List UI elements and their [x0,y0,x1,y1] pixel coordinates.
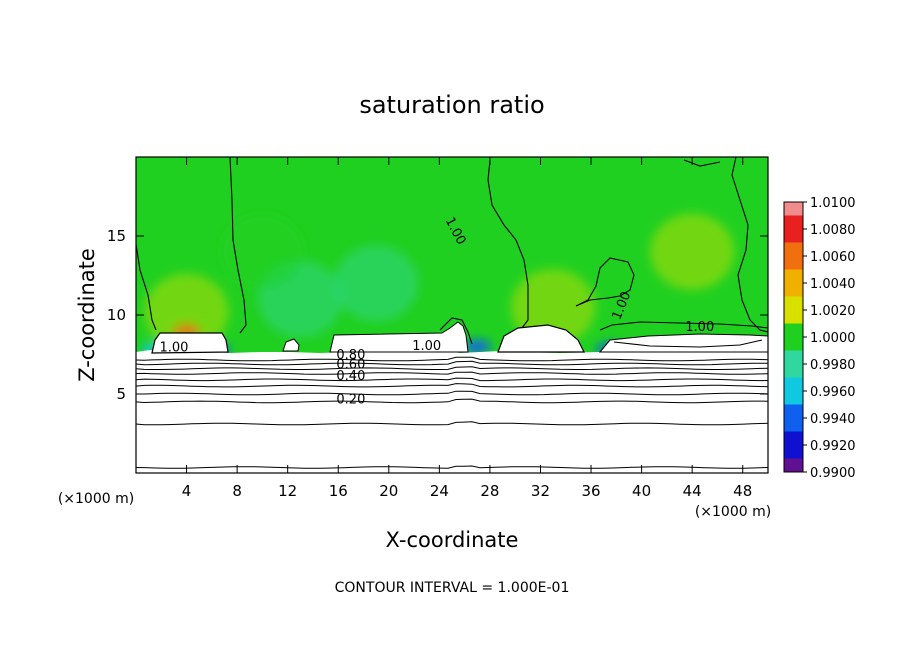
contour-line-d [731,157,768,333]
contour-line-4 [136,383,768,388]
x-tick-label: 48 [733,482,752,500]
colorbar-swatch [784,458,803,472]
dry-pad-center-left [329,321,469,353]
contour-line-e [575,257,635,307]
contour-line-6 [136,371,768,375]
contour-line-5 [136,377,768,382]
contour-line-0 [136,465,768,469]
colorbar-tick-label: 0.9920 [810,439,856,454]
x-tick-label: 8 [232,482,242,500]
colorbar-tick-label: 1.0060 [810,250,856,265]
colorbar-swatch [784,310,803,324]
x-tick-label: 32 [531,482,550,500]
contour-lines [136,356,768,469]
x-tick-label: 40 [632,482,651,500]
colorbar-swatch [784,256,803,270]
contour-line-9 [136,356,768,362]
contour-line-g [613,339,763,348]
contour-label: 1.00 [159,340,188,355]
contour-line-h [439,317,473,345]
contour-line-b [229,157,247,334]
x-axis-label: X-coordinate [386,528,519,552]
field-blob-0 [144,273,229,350]
contour-1-00-lines [136,157,768,348]
colorbar-swatch [784,431,803,445]
colorbar-swatch [784,229,803,243]
y-tick-label: 15 [107,227,126,245]
contour-line-i [683,159,721,167]
x-tick-label: 28 [480,482,499,500]
colorbar-swatch [784,269,803,283]
colorbar-swatch [784,350,803,364]
colorbar-tick-label: 1.0100 [810,196,856,211]
x-unit-right: (×1000 m) [695,504,771,520]
y-ticks: 5 10 15 [107,227,768,403]
y-axis-label: Z-coordinate [75,248,99,382]
contour-line-f [599,321,768,331]
contour-line-8 [136,360,768,366]
colorbar-tick-label: 1.0040 [810,277,856,292]
colorbar-swatch [784,283,803,297]
x-tick-label: 12 [278,482,297,500]
contour-line-3 [136,390,768,396]
colorbar-tick-label: 1.0000 [810,331,856,346]
colorbar-tick-label: 0.9980 [810,358,856,373]
y-tick-label: 10 [107,306,126,324]
contour-line-1 [136,421,768,426]
colorbar-swatch [784,391,803,405]
x-tick-label: 36 [581,482,600,500]
colorbar-tick-label: 0.9940 [810,412,856,427]
contour-label: 0.60 [336,358,365,373]
plot-area [136,157,768,473]
contour-line-a [136,243,157,331]
contour-line-2 [136,398,768,404]
contour-label: 0.40 [336,369,365,384]
colorbar-swatch [784,323,803,337]
colorbar: 1.0100 1.0080 1.0060 1.0040 1.0020 1.0000 0.99… [783,196,856,481]
colorbar-swatch [784,242,803,256]
x-tick-label: 16 [329,482,348,500]
colorbar-tick-label: 1.0080 [810,223,856,238]
contour-line-7 [136,366,768,370]
x-ticks: 4 8 12 16 20 24 28 32 36 40 44 48 [182,157,752,500]
x-tick-label: 44 [683,482,702,500]
colorbar-swatch [784,215,803,229]
colorbar-swatch [784,202,803,216]
dry-pad-left [151,332,229,354]
colorbar-tick-label: 0.9900 [810,466,856,481]
x-unit-left: (×1000 m) [58,491,134,507]
contour-label: 1.00 [685,320,714,335]
y-tick-label: 5 [116,385,126,403]
colorbar-swatch [784,404,803,418]
colorbar-swatch [784,337,803,351]
dry-pad-small-a [282,338,300,352]
chart-title: saturation ratio [359,91,544,119]
colorbar-swatch [784,418,803,432]
field-blob-7 [463,339,492,354]
contour-label: 0.80 [336,348,365,363]
contour-label: 1.00 [412,339,441,354]
contour-label: 0.20 [336,392,365,407]
field-blob-5 [650,213,735,290]
field-blobs [140,213,735,357]
x-tick-label: 4 [182,482,192,500]
colorbar-tick-label: 1.0020 [810,304,856,319]
colorbar-swatch [784,445,803,459]
contour-line-c [487,159,529,329]
colorbar-swatch [784,364,803,378]
x-tick-label: 24 [430,482,449,500]
dry-pad-right [598,333,768,353]
x-tick-label: 20 [379,482,398,500]
contour-interval-note: CONTOUR INTERVAL = 1.000E-01 [335,580,570,596]
colorbar-swatch [784,296,803,310]
field-blob-4 [220,213,305,290]
colorbar-swatch [784,377,803,391]
dry-pad-center [497,324,585,353]
colorbar-tick-label: 0.9960 [810,385,856,400]
field-blob-3 [334,245,419,322]
